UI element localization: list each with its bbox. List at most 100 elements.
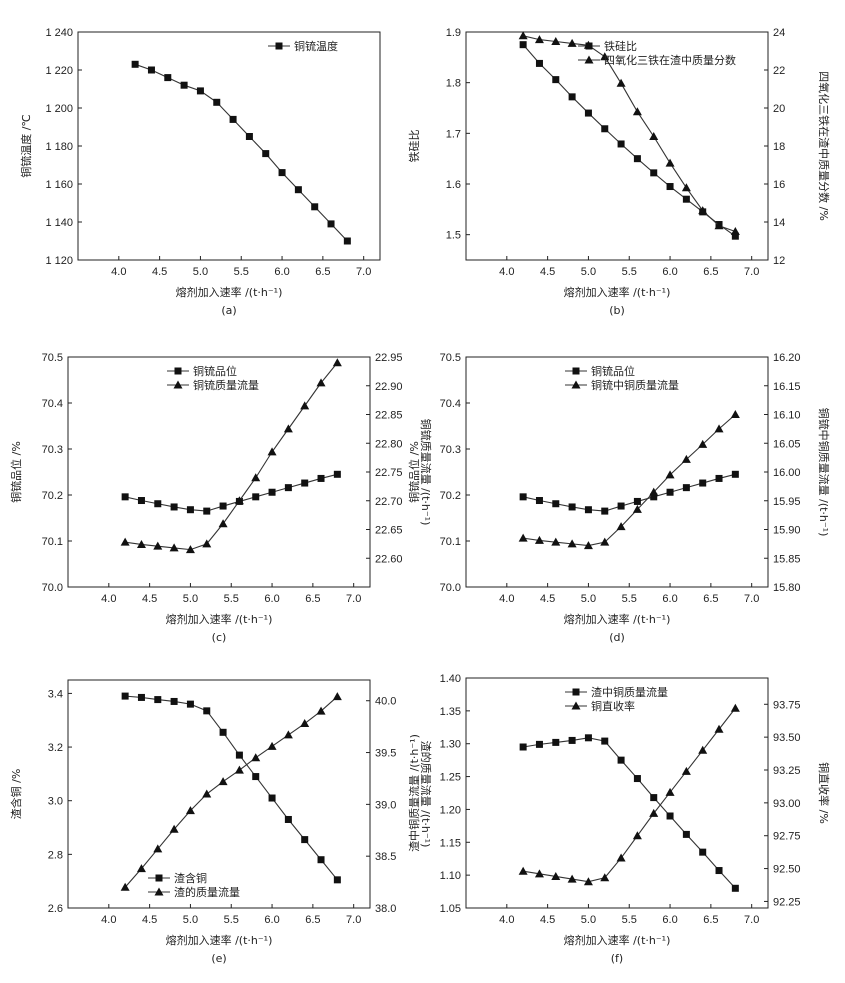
data-point	[600, 537, 610, 546]
x-tick-label: 6.0	[662, 914, 677, 926]
data-point	[714, 424, 724, 433]
data-point	[186, 506, 194, 514]
data-point	[154, 696, 162, 704]
y2-tick-label: 16.15	[773, 381, 801, 393]
x-tick-label: 5.5	[622, 914, 637, 926]
series-triangle	[518, 703, 740, 886]
data-point	[180, 81, 188, 89]
y2-axis-label: 铜直收率 /%	[817, 762, 831, 824]
legend-entry: 渣的质量流量	[174, 885, 240, 899]
y-tick-label: 70.1	[440, 536, 461, 548]
data-point	[731, 232, 739, 240]
data-point	[584, 506, 592, 514]
panel-caption: (b)	[609, 304, 625, 317]
data-point	[518, 533, 528, 542]
y-axis-label: 铜锍温度 /℃	[19, 114, 33, 178]
x-tick-label: 7.0	[346, 593, 361, 605]
y-tick-label: 1.8	[446, 78, 461, 90]
data-point	[169, 543, 179, 552]
series-triangle	[120, 692, 342, 891]
x-axis-label: 熔剂加入速率 /(t·h⁻¹)	[564, 933, 671, 947]
series-line	[523, 707, 736, 883]
x-tick-label: 7.0	[346, 914, 361, 926]
y2-tick-label: 24	[773, 27, 785, 39]
y-tick-label: 1 180	[45, 141, 73, 153]
y-tick-label: 70.1	[42, 536, 63, 548]
data-point	[649, 132, 659, 140]
data-point	[681, 766, 691, 775]
plot-frame	[67, 679, 371, 909]
plot-frame	[465, 677, 769, 909]
data-point	[601, 737, 609, 745]
x-tick-label: 4.0	[499, 266, 514, 278]
data-point	[251, 473, 261, 482]
y2-tick-label: 22.60	[375, 553, 403, 565]
x-tick-label: 6.5	[305, 914, 320, 926]
chart-panel-d: 4.0 4.5 5.0 5.5 6.0 6.5 7.0 熔剂加入速率 /(t·h⁻¹) (d) 7…	[407, 352, 831, 644]
data-point	[567, 874, 577, 883]
data-point	[268, 794, 276, 802]
data-point	[120, 882, 130, 891]
x-tick-label: 5.5	[622, 266, 637, 278]
y-tick-label: 1.15	[440, 837, 461, 849]
y-tick-label: 70.3	[42, 444, 63, 456]
y2-tick-label: 93.25	[773, 765, 801, 777]
data-point	[534, 535, 544, 544]
chart-panel-b: 4.0 4.5 5.0 5.5 6.0 6.5 7.0 熔剂加入速率 /(t·h⁻¹) (b) 1…	[408, 27, 831, 317]
data-point	[681, 454, 691, 463]
data-point	[136, 864, 146, 873]
y-tick-label: 1.6	[446, 179, 461, 191]
y2-axis-label: 渣的质量流量 /(t·h⁻¹)	[419, 741, 433, 848]
y-tick-label: 70.3	[440, 444, 461, 456]
chart-panel-a: 4.0 4.5 5.0 5.5 6.0 6.5 7.0 熔剂加入速率 /(t·h⁻¹) (a) 1…	[19, 27, 381, 317]
y-tick-label: 1.7	[446, 128, 461, 140]
y2-tick-label: 16.20	[773, 352, 801, 364]
legend-marker	[275, 42, 283, 50]
chart-panel-c: 4.0 4.5 5.0 5.5 6.0 6.5 7.0 熔剂加入速率 /(t·h⁻¹) (c) 7…	[9, 352, 433, 644]
y-axis-label: 铜锍品位 /%	[9, 441, 23, 503]
data-point	[698, 745, 708, 754]
data-point	[283, 424, 293, 433]
data-point	[518, 866, 528, 875]
legend-marker	[173, 380, 183, 389]
data-point	[666, 488, 674, 496]
x-tick-label: 7.0	[744, 593, 759, 605]
x-tick-label: 4.5	[540, 266, 555, 278]
y2-tick-label: 15.95	[773, 496, 801, 508]
y-tick-label: 70.0	[440, 582, 461, 594]
data-point	[649, 487, 659, 496]
data-point	[714, 221, 724, 230]
y2-tick-label: 22.75	[375, 467, 403, 479]
data-point	[316, 378, 326, 387]
y-tick-label: 1 140	[45, 217, 73, 229]
data-point	[616, 522, 626, 531]
data-point	[219, 502, 227, 510]
x-tick-label: 5.5	[224, 593, 239, 605]
data-point	[235, 751, 243, 759]
data-point	[131, 60, 139, 68]
y-tick-label: 1.30	[440, 739, 461, 751]
legend-entry: 渣含铜	[174, 871, 207, 885]
legend-entry: 铁硅比	[604, 40, 637, 53]
data-point	[301, 479, 309, 487]
legend-marker	[174, 367, 182, 375]
y2-axis-label: 四氧化三铁在渣中质量分数 /%	[817, 71, 831, 221]
data-point	[169, 824, 179, 833]
data-point	[203, 707, 211, 715]
y2-tick-label: 39.0	[375, 799, 396, 811]
y2-tick-label: 16	[773, 179, 785, 191]
legend-marker	[572, 688, 580, 696]
data-point	[332, 358, 342, 367]
x-tick-label: 4.0	[101, 593, 116, 605]
data-point	[649, 808, 659, 817]
legend-entry: 铜锍品位	[591, 364, 635, 378]
data-point	[681, 183, 691, 192]
data-point	[333, 470, 341, 478]
y2-tick-label: 12	[773, 255, 785, 267]
x-tick-label: 5.0	[193, 266, 208, 278]
data-point	[136, 539, 146, 548]
data-point	[583, 877, 593, 886]
y2-tick-label: 40.0	[375, 696, 396, 708]
data-point	[343, 237, 351, 245]
